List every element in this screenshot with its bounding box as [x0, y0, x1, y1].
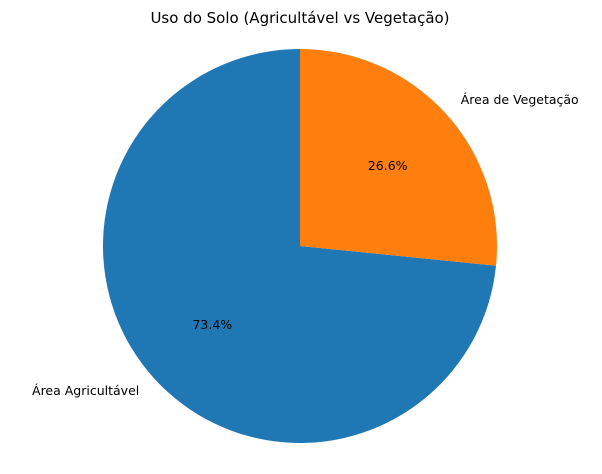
pie-slices	[102, 49, 497, 444]
chart-title: Uso do Solo (Agricultável vs Vegetação)	[150, 9, 449, 27]
pie-slice-area-agricultavel	[102, 49, 497, 444]
slice-label-area-agricultavel: Área Agricultável	[32, 383, 139, 398]
pie-labels: Área Agricultável 73.4% Área de Vegetação 2…	[32, 92, 579, 398]
slice-percent-area-agricultavel: 73.4%	[192, 317, 232, 332]
pie-slice-area-de-vegetacao	[300, 49, 497, 266]
slice-percent-area-de-vegetacao: 26.6%	[368, 158, 408, 173]
slice-label-area-de-vegetacao: Área de Vegetação	[461, 92, 579, 107]
